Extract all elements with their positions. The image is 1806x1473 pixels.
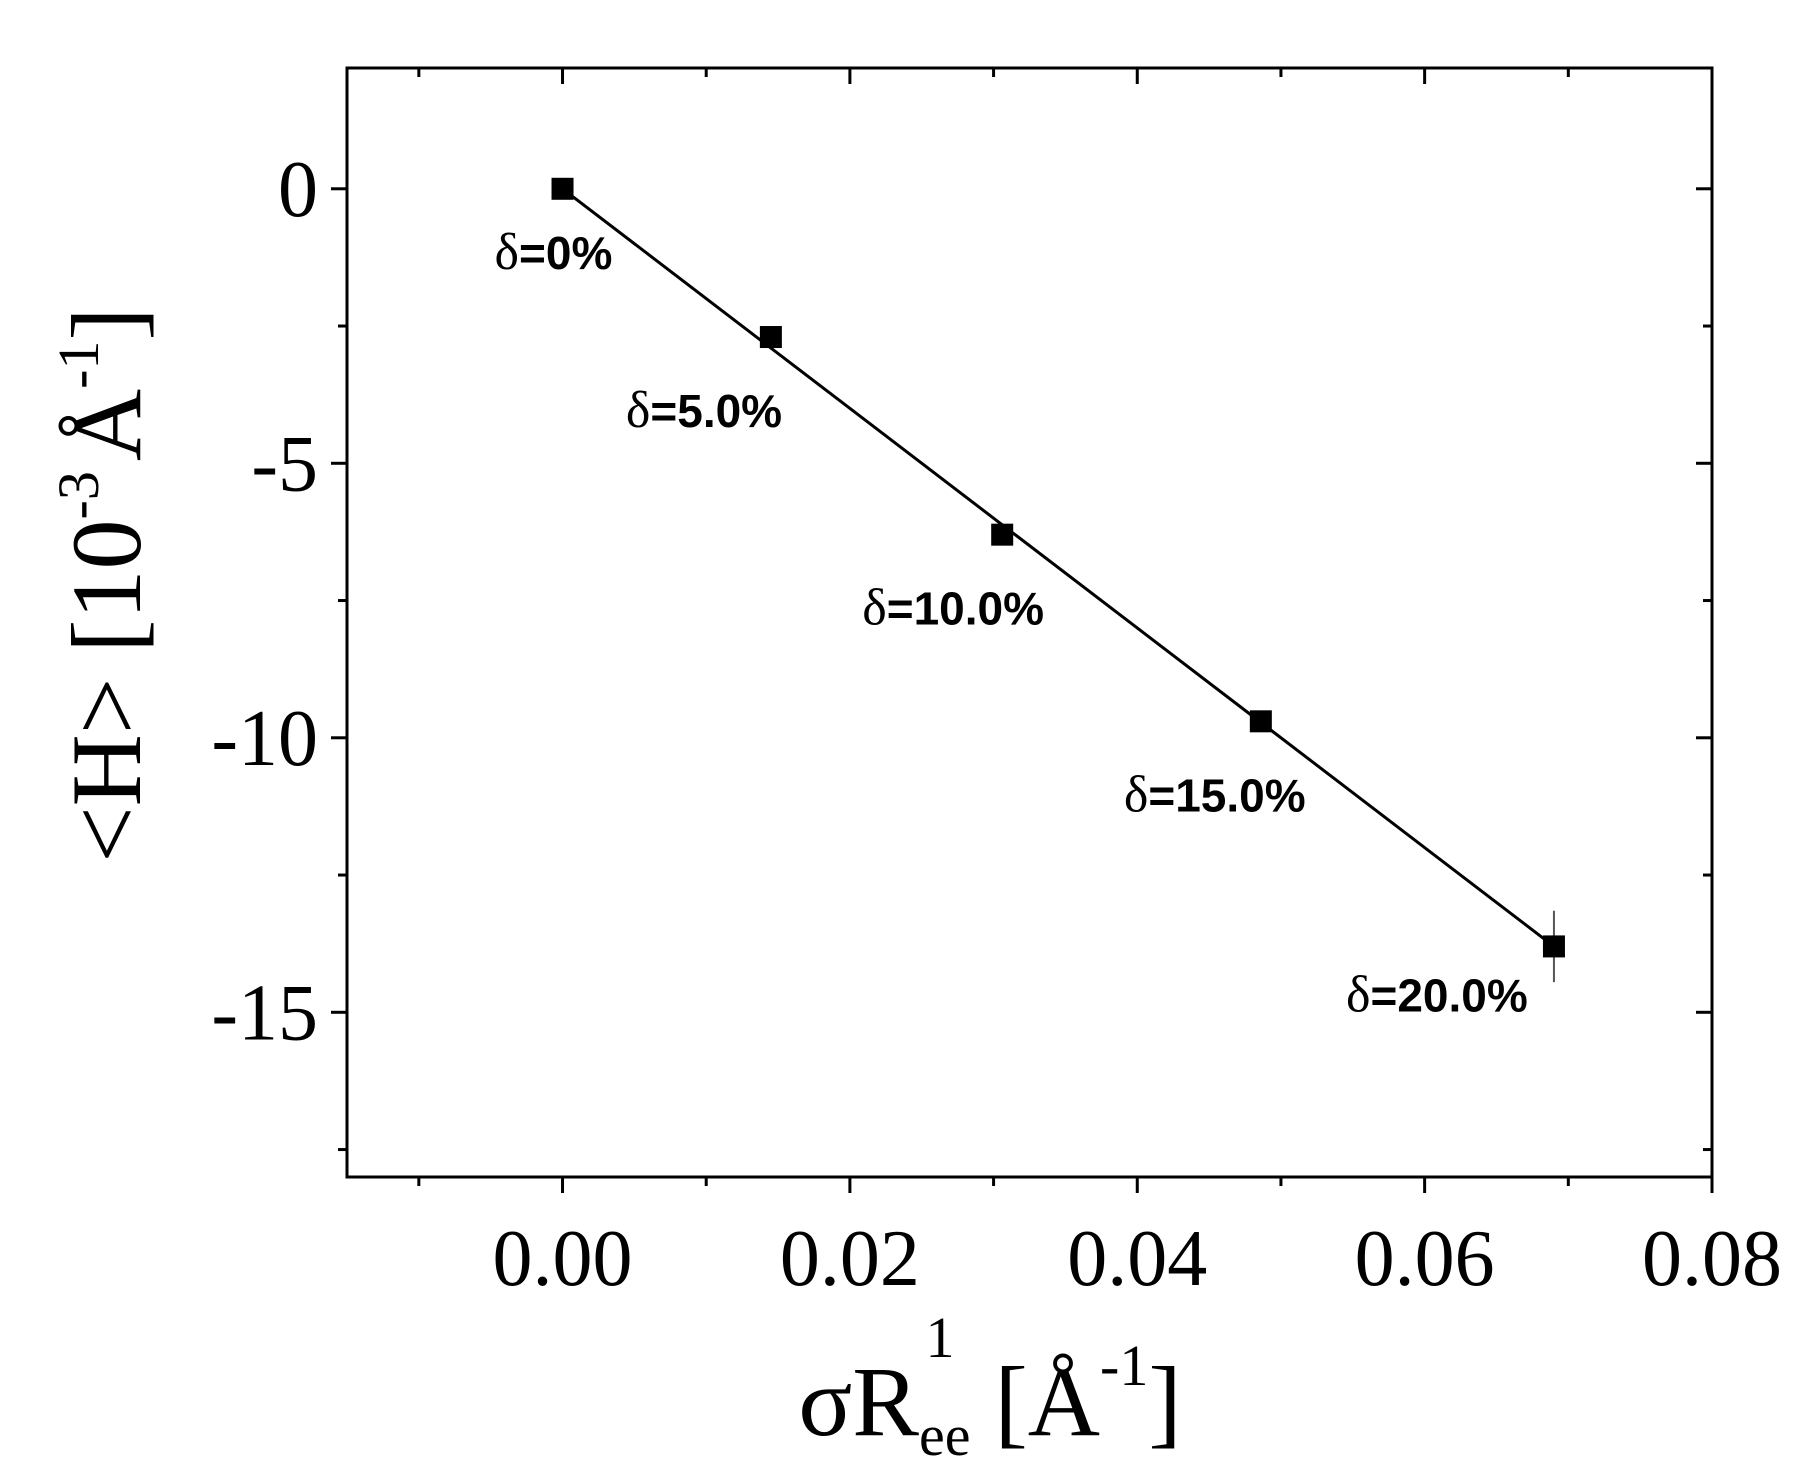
point-labels: δ=0%δ=5.0%δ=10.0%δ=15.0%δ=20.0% (495, 224, 1528, 1024)
y-axis-title-suffix: ] (51, 307, 162, 340)
x-tick-label: 0.04 (1067, 1215, 1207, 1303)
point-label: δ=20.0% (1346, 966, 1528, 1023)
fit-line (561, 187, 1555, 948)
x-tick-labels: 0.00 0.02 0.04 0.06 0.08 (493, 1215, 1782, 1303)
x-axis-title-superscript: 1 (925, 1305, 954, 1370)
x-axis-title-subscript: ee (919, 1403, 971, 1468)
point-label-value: =20.0% (1370, 969, 1527, 1021)
x-axis-title-unit-superscript: -1 (1100, 1333, 1148, 1398)
y-tick-labels: 0 -5 -10 -15 (211, 146, 318, 1058)
data-point (551, 177, 574, 200)
point-label: δ=15.0% (1124, 766, 1306, 823)
y-axis-title-mid: Å (51, 389, 162, 461)
data-point (1249, 710, 1272, 733)
x-axis-title-unit: [Å (994, 1346, 1100, 1457)
data-point (991, 523, 1014, 546)
x-axis-title: σRee 1 [Å-1] (798, 1305, 1181, 1468)
point-label: δ=0% (495, 224, 613, 281)
data-point (1542, 935, 1565, 958)
y-tick-label: -10 (211, 695, 318, 783)
y-axis-title-sup2: -1 (46, 341, 111, 389)
point-label: δ=10.0% (862, 580, 1044, 637)
point-label-delta: δ (1124, 766, 1149, 823)
point-label-value: =5.0% (650, 385, 782, 437)
point-label-value: =15.0% (1148, 769, 1305, 821)
plot-frame (345, 66, 1714, 1179)
plot-border (345, 66, 1714, 1179)
x-tick-label: 0.08 (1642, 1215, 1782, 1303)
data-points (551, 177, 1565, 983)
y-axis-title: <H> [10-3 Å-1] (46, 307, 162, 863)
y-axis-title-prefix: <H> [10 (51, 519, 162, 862)
x-axis-title-close: ] (1148, 1346, 1181, 1457)
fit-line-group (561, 187, 1555, 948)
point-label: δ=5.0% (626, 382, 782, 439)
x-tick-label: 0.00 (493, 1215, 633, 1303)
point-label-value: =0% (519, 227, 612, 279)
point-label-delta: δ (862, 580, 887, 637)
x-tick-label: 0.02 (780, 1215, 920, 1303)
data-point (759, 326, 782, 349)
y-axis-title-sup1: -3 (46, 471, 111, 519)
x-axis-title-base: σR (798, 1346, 919, 1457)
point-label-delta: δ (1346, 966, 1371, 1023)
point-label-delta: δ (495, 224, 520, 281)
y-tick-label: -15 (211, 969, 318, 1057)
x-tick-label: 0.06 (1355, 1215, 1495, 1303)
axis-ticks (331, 68, 1714, 1193)
point-label-delta: δ (626, 382, 651, 439)
y-tick-label: -5 (251, 420, 318, 508)
point-label-value: =10.0% (887, 583, 1044, 635)
y-tick-label: 0 (278, 146, 318, 234)
